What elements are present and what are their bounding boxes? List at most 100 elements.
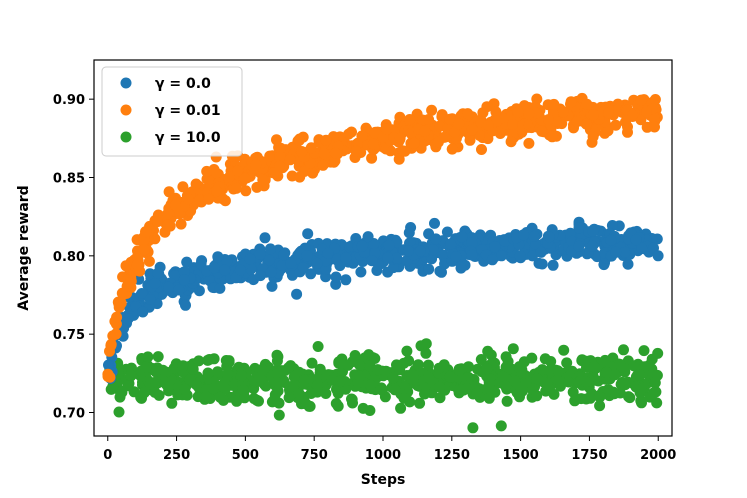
data-point	[330, 147, 342, 159]
data-point	[140, 361, 152, 373]
data-point	[306, 357, 318, 369]
data-point	[382, 252, 394, 264]
y-tick-label: 0.85	[53, 172, 85, 187]
data-point	[634, 369, 646, 381]
data-point	[257, 174, 269, 186]
y-axis-label: Average reward	[16, 185, 32, 310]
data-point	[177, 360, 189, 372]
x-tick-label: 1000	[365, 448, 401, 463]
data-point	[268, 167, 280, 179]
data-point	[507, 119, 518, 130]
data-point	[423, 114, 435, 125]
data-point	[497, 370, 509, 382]
data-point	[180, 299, 191, 311]
data-point	[581, 361, 592, 373]
data-point	[557, 106, 569, 118]
data-point	[514, 391, 525, 403]
data-point	[270, 369, 282, 381]
data-point	[422, 359, 434, 371]
data-point	[523, 137, 535, 149]
data-point	[220, 355, 232, 366]
data-point	[377, 131, 389, 143]
data-point	[178, 274, 190, 286]
data-point	[401, 345, 413, 357]
data-point	[587, 225, 599, 237]
data-point	[272, 385, 284, 397]
data-point	[500, 380, 512, 392]
data-point	[356, 240, 368, 252]
data-point	[278, 249, 290, 261]
data-point	[298, 374, 310, 386]
data-point	[561, 357, 573, 369]
data-point	[222, 368, 234, 380]
data-point	[499, 235, 511, 247]
data-point	[506, 128, 518, 139]
data-point	[567, 386, 579, 398]
data-point	[444, 113, 456, 125]
data-point	[143, 255, 155, 267]
data-point	[232, 165, 244, 177]
data-point	[602, 125, 614, 137]
x-tick-label: 1500	[503, 448, 539, 463]
data-point	[636, 397, 647, 409]
data-point	[403, 227, 415, 239]
data-point	[450, 251, 462, 263]
data-point	[619, 246, 631, 258]
data-point	[113, 301, 125, 313]
data-point	[178, 266, 190, 278]
data-point	[635, 384, 647, 396]
data-point	[599, 354, 611, 366]
legend-box	[101, 66, 243, 157]
data-point	[125, 369, 137, 381]
data-point	[547, 259, 559, 271]
data-point	[433, 362, 445, 374]
data-point	[523, 108, 535, 120]
data-point	[531, 93, 543, 105]
data-point	[162, 381, 174, 393]
data-point	[131, 259, 143, 271]
data-point	[423, 372, 435, 383]
data-point	[507, 343, 519, 355]
data-point	[461, 383, 473, 395]
data-point	[419, 125, 431, 137]
data-point	[649, 121, 660, 133]
data-point	[200, 391, 212, 402]
data-point	[234, 264, 246, 276]
data-point	[434, 381, 445, 393]
data-point	[296, 146, 308, 157]
data-point	[208, 262, 220, 274]
data-point	[652, 347, 664, 359]
data-point	[311, 257, 323, 269]
data-point	[320, 388, 332, 399]
data-point	[120, 260, 132, 272]
data-point	[437, 249, 449, 261]
data-point	[380, 365, 392, 377]
data-point	[254, 270, 266, 282]
x-axis: 0 250 500 750 1000 1250 1500 1750 2000	[103, 436, 676, 463]
data-point	[535, 246, 547, 258]
data-point	[152, 267, 164, 279]
data-point	[332, 400, 344, 412]
data-point	[515, 382, 527, 394]
data-point	[495, 420, 507, 432]
data-point	[350, 145, 362, 157]
data-point	[211, 185, 222, 197]
data-point	[395, 402, 407, 414]
data-point	[518, 229, 529, 241]
data-point	[369, 127, 381, 139]
data-point	[464, 134, 476, 146]
data-point	[263, 254, 275, 266]
data-point	[239, 172, 251, 184]
data-point	[482, 119, 494, 131]
data-point	[162, 208, 174, 220]
data-point	[354, 359, 365, 371]
data-point	[444, 371, 456, 383]
data-point	[223, 171, 235, 183]
data-point	[152, 351, 164, 363]
data-point	[423, 263, 435, 275]
data-point	[588, 361, 600, 373]
data-point	[387, 262, 399, 274]
data-point	[635, 114, 647, 126]
data-point	[624, 392, 636, 404]
data-point	[275, 142, 287, 154]
